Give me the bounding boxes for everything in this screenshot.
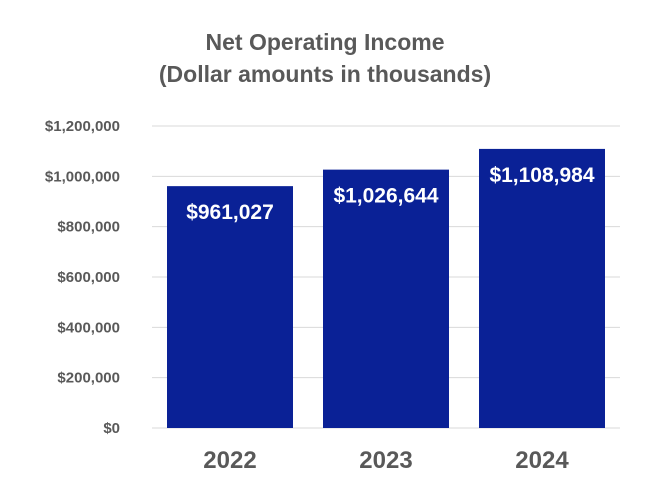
chart-title-line-1: Net Operating Income [206, 29, 445, 55]
data-label-2024: $1,108,984 [489, 164, 594, 187]
data-labels: $961,027 $1,026,644 $1,108,984 [186, 164, 595, 224]
y-tick-label: $200,000 [57, 370, 120, 387]
data-label-2023: $1,026,644 [333, 185, 438, 208]
bar-2022 [167, 186, 293, 428]
x-axis-tick-labels: 2022 2023 2024 [203, 447, 569, 474]
x-tick-label-2023: 2023 [359, 447, 412, 474]
y-tick-label: $1,000,000 [45, 168, 120, 185]
bars [167, 148, 605, 428]
x-tick-label-2022: 2022 [203, 447, 256, 474]
y-tick-label: $1,200,000 [45, 118, 120, 135]
bar-2024 [479, 148, 605, 428]
chart-title-line-2: (Dollar amounts in thousands) [159, 61, 491, 87]
y-tick-label: $800,000 [57, 219, 120, 236]
y-tick-label: $400,000 [57, 319, 120, 336]
y-tick-label: $0 [103, 420, 120, 437]
x-tick-label-2024: 2024 [515, 447, 569, 474]
bar-2023 [323, 169, 449, 428]
chart-title: Net Operating Income (Dollar amounts in … [159, 29, 491, 87]
y-tick-label: $600,000 [57, 269, 120, 286]
y-axis-tick-labels: $0 $200,000 $400,000 $600,000 $800,000 $1,000… [45, 118, 120, 437]
data-label-2022: $961,027 [186, 201, 274, 224]
